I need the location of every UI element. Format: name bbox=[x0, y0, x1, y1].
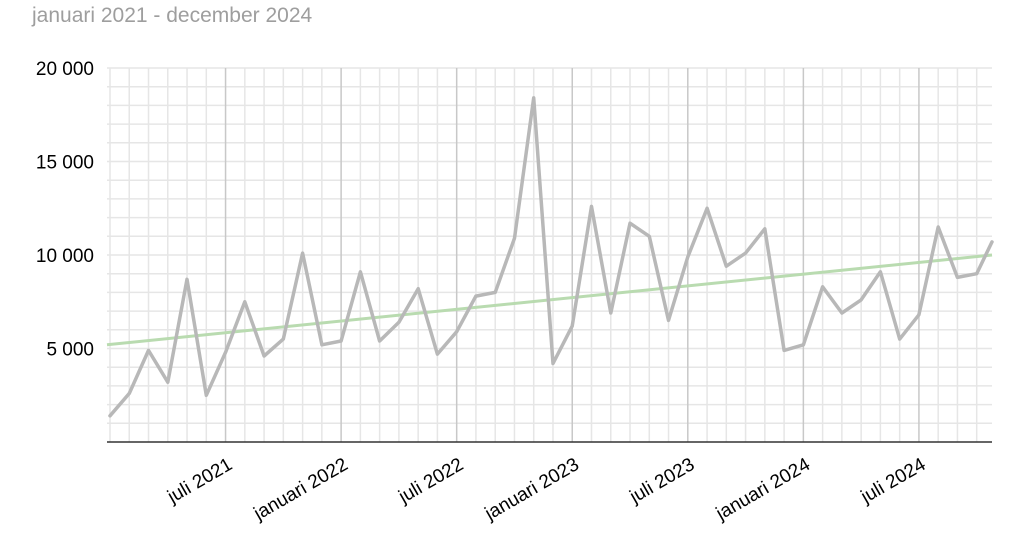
x-tick-label: juli 2021 bbox=[163, 454, 236, 508]
data-point bbox=[397, 321, 401, 324]
y-axis: 5 000 10 000 15 000 20 000 bbox=[36, 59, 94, 361]
data-point bbox=[705, 207, 709, 210]
x-tick-label: januari 2024 bbox=[712, 454, 814, 525]
series-line bbox=[108, 96, 994, 418]
x-tick-label: januari 2022 bbox=[250, 454, 352, 525]
data-point bbox=[378, 339, 381, 343]
data-point bbox=[166, 380, 169, 384]
data-point bbox=[571, 324, 574, 328]
data-point bbox=[840, 311, 844, 315]
data-point bbox=[128, 392, 131, 395]
chart-series bbox=[106, 96, 994, 418]
y-tick-label: 5 000 bbox=[46, 340, 94, 361]
data-point bbox=[879, 270, 882, 274]
data-point bbox=[990, 240, 994, 244]
data-point bbox=[185, 278, 189, 281]
data-point bbox=[282, 337, 285, 341]
x-tick-label: juli 2022 bbox=[395, 454, 468, 508]
data-point bbox=[821, 285, 824, 288]
data-point bbox=[262, 354, 266, 358]
y-tick-label: 20 000 bbox=[36, 59, 94, 80]
data-point bbox=[802, 343, 805, 346]
data-point bbox=[243, 300, 247, 303]
data-point bbox=[859, 298, 863, 302]
data-point bbox=[359, 270, 362, 274]
data-point bbox=[416, 287, 420, 290]
data-point bbox=[320, 343, 324, 346]
y-tick-label: 15 000 bbox=[36, 153, 94, 174]
x-tick-label: januari 2023 bbox=[481, 454, 583, 525]
data-point bbox=[532, 96, 535, 100]
data-point bbox=[628, 222, 632, 225]
data-point bbox=[956, 276, 959, 279]
data-point bbox=[494, 291, 497, 294]
data-point bbox=[147, 349, 150, 352]
data-point bbox=[108, 414, 112, 418]
data-point bbox=[224, 351, 227, 354]
data-point bbox=[551, 362, 555, 365]
chart-grid bbox=[107, 67, 992, 442]
data-point bbox=[474, 294, 478, 298]
data-point bbox=[744, 251, 747, 255]
data-point bbox=[763, 227, 767, 231]
data-point bbox=[513, 236, 516, 240]
data-point bbox=[205, 394, 208, 397]
data-point bbox=[667, 319, 670, 322]
data-point bbox=[917, 313, 921, 317]
data-point bbox=[975, 272, 978, 275]
data-point bbox=[609, 311, 612, 315]
data-point bbox=[686, 255, 689, 259]
chart-subtitle: januari 2021 - december 2024 bbox=[32, 4, 313, 27]
data-point bbox=[782, 349, 786, 352]
data-point bbox=[436, 352, 439, 356]
data-point bbox=[648, 235, 651, 238]
x-tick-label: juli 2024 bbox=[857, 454, 930, 508]
data-point bbox=[301, 251, 304, 255]
data-point bbox=[936, 225, 940, 229]
y-tick-label: 10 000 bbox=[36, 246, 94, 267]
data-point bbox=[455, 330, 458, 333]
data-point bbox=[725, 265, 728, 268]
x-tick-label: juli 2023 bbox=[626, 454, 699, 508]
data-point bbox=[339, 339, 343, 343]
x-axis: juli 2021 januari 2022 juli 2022 januari 20… bbox=[107, 441, 992, 525]
data-point bbox=[590, 205, 593, 208]
data-point bbox=[898, 337, 901, 341]
